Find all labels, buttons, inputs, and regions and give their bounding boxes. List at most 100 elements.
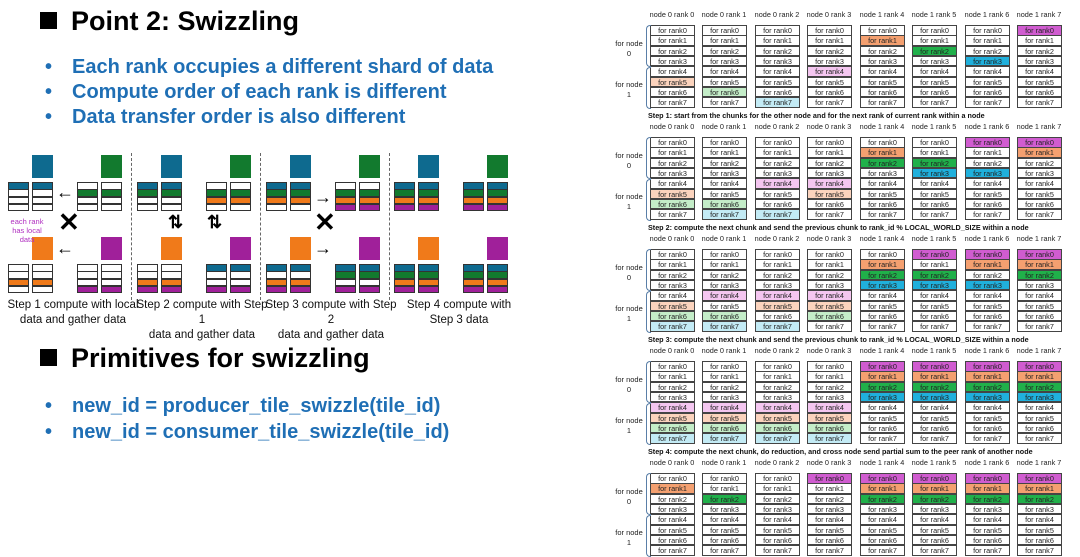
grid-cell: for rank6	[650, 534, 695, 546]
grid-cell: for rank7	[912, 433, 957, 444]
grid-cell: for rank0	[860, 361, 905, 372]
grid-cell: for rank4	[860, 66, 905, 77]
cross-exchange-icon: ✕	[58, 207, 80, 237]
grid-cell: for rank1	[755, 35, 800, 46]
grid-cell: for rank2	[702, 269, 747, 281]
section-title-swizzling: Point 2: Swizzling	[40, 6, 299, 37]
data-stripe	[206, 285, 227, 294]
grid-cell: for rank3	[965, 55, 1010, 67]
grid-cell: for rank7	[650, 433, 695, 444]
grid-cell: for rank5	[912, 188, 957, 200]
data-stripe	[335, 189, 356, 197]
data-stripe	[487, 271, 508, 279]
grid-cell: for rank7	[807, 545, 852, 556]
grid-cell: for rank1	[860, 35, 905, 46]
column-header: node 1 rank 7	[1016, 234, 1062, 243]
grid-cell: for rank1	[1017, 35, 1062, 46]
data-stripe	[266, 182, 287, 190]
node-label: for node 1	[615, 528, 643, 547]
node-label: for node 1	[615, 80, 643, 99]
grid-cell: for rank3	[912, 279, 957, 291]
rank-local-block	[230, 155, 251, 178]
column-header: node 0 rank 0	[649, 122, 695, 131]
grid-cell: for rank1	[650, 35, 695, 46]
grid-cell: for rank4	[650, 402, 695, 413]
grid-cell: for rank7	[1017, 209, 1062, 220]
column-header: node 0 rank 3	[806, 234, 852, 243]
grid-cell: for rank5	[912, 524, 957, 536]
node-brace	[646, 361, 651, 403]
column-header: node 1 rank 4	[859, 10, 905, 19]
grid-cell: for rank4	[807, 402, 852, 413]
grid-cell: for rank1	[702, 147, 747, 158]
grid-cell: for rank3	[965, 503, 1010, 515]
column-header: node 1 rank 6	[964, 234, 1010, 243]
step-caption: Step 2: compute the next chunk and send …	[648, 223, 1029, 232]
grid-cell: for rank5	[650, 412, 695, 424]
data-stripe	[359, 278, 380, 287]
data-stripe	[487, 203, 508, 212]
data-stripe	[359, 271, 380, 279]
data-stripe	[418, 271, 439, 279]
grid-cell: for rank3	[650, 391, 695, 403]
grid-cell: for rank5	[702, 524, 747, 536]
grid-cell: for rank1	[650, 483, 695, 494]
grid-cell: for rank1	[965, 483, 1010, 494]
grid-cell: for rank7	[807, 97, 852, 108]
data-stripe	[463, 278, 484, 287]
grid-cell: for rank7	[965, 97, 1010, 108]
grid-cell: for rank4	[807, 290, 852, 301]
grid-cell: for rank0	[1017, 249, 1062, 260]
rank-local-block	[359, 237, 380, 260]
grid-cell: for rank5	[755, 412, 800, 424]
grid-cell: for rank5	[860, 524, 905, 536]
grid-cell: for rank0	[807, 249, 852, 260]
grid-cell: for rank0	[965, 25, 1010, 36]
data-stripe	[290, 196, 311, 205]
grid-cell: for rank0	[912, 361, 957, 372]
grid-cell: for rank0	[1017, 361, 1062, 372]
grid-cell: for rank5	[1017, 524, 1062, 536]
grid-cell: for rank5	[1017, 188, 1062, 200]
grid-cell: for rank0	[807, 361, 852, 372]
data-stripe	[32, 189, 53, 197]
rank-local-block	[418, 237, 439, 260]
grid-cell: for rank7	[702, 321, 747, 332]
grid-cell: for rank4	[1017, 514, 1062, 525]
grid-cell: for rank1	[650, 371, 695, 382]
data-stripe	[335, 203, 356, 212]
step-caption: Step 1 compute with local data and gather…	[3, 298, 143, 328]
data-stripe	[32, 203, 53, 212]
grid-cell: for rank6	[755, 198, 800, 210]
grid-cell: for rank5	[807, 524, 852, 536]
column-header: node 0 rank 0	[649, 458, 695, 467]
node-brace	[646, 137, 651, 179]
data-stripe	[290, 278, 311, 287]
grid-cell: for rank6	[702, 422, 747, 434]
grid-cell: for rank3	[807, 55, 852, 67]
grid-cell: for rank3	[807, 391, 852, 403]
node-label: for node 0	[615, 39, 643, 58]
grid-cell: for rank7	[702, 545, 747, 556]
grid-cell: for rank1	[807, 259, 852, 270]
grid-cell: for rank4	[965, 402, 1010, 413]
grid-cell: for rank6	[1017, 310, 1062, 322]
bullet-item: • Compute order of each rank is different	[45, 81, 447, 103]
grid-cell: for rank7	[702, 433, 747, 444]
grid-cell: for rank1	[965, 371, 1010, 382]
column-header: node 0 rank 2	[754, 458, 800, 467]
grid-cell: for rank4	[650, 514, 695, 525]
data-stripe	[487, 189, 508, 197]
data-stripe	[394, 264, 415, 272]
data-stripe	[32, 285, 53, 294]
grid-cell: for rank1	[755, 371, 800, 382]
column-header: node 1 rank 6	[964, 10, 1010, 19]
grid-cell: for rank3	[650, 55, 695, 67]
grid-cell: for rank1	[965, 147, 1010, 158]
grid-cell: for rank6	[860, 198, 905, 210]
grid-cell: for rank1	[912, 483, 957, 494]
grid-cell: for rank4	[1017, 290, 1062, 301]
grid-cell: for rank5	[650, 76, 695, 88]
grid-cell: for rank1	[650, 259, 695, 270]
data-stripe	[137, 264, 158, 272]
